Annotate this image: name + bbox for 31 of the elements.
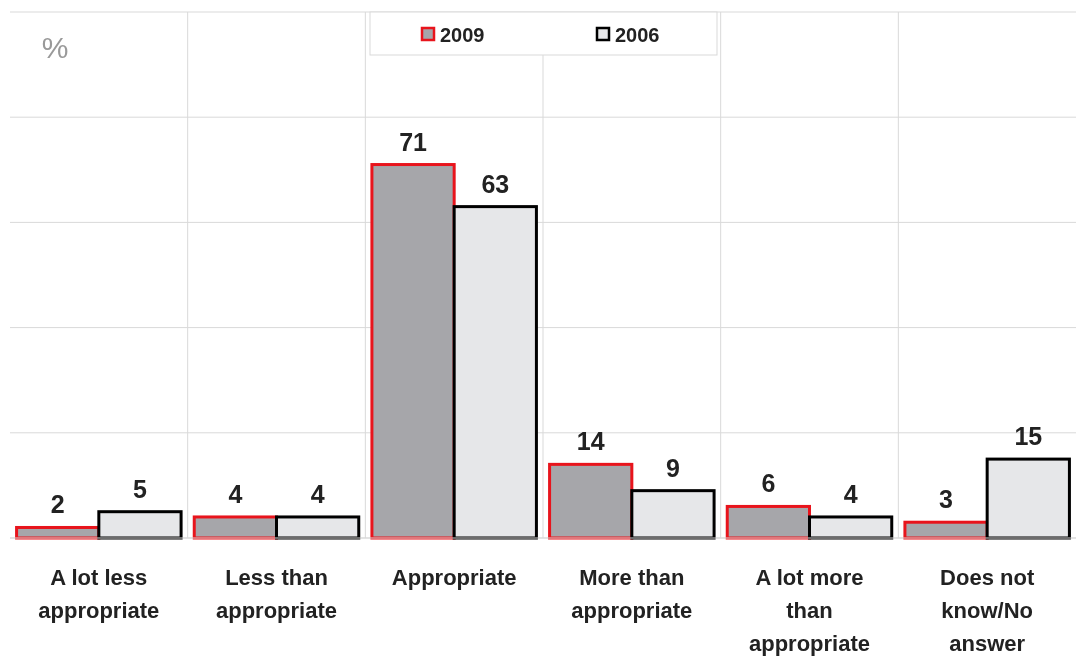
data-label: 4 [310, 479, 325, 508]
x-tick-label: Does not know/No answer [940, 565, 1035, 656]
bar [985, 457, 1071, 540]
bar [192, 515, 278, 540]
x-tick-label: More than appropriate [571, 565, 693, 623]
x-tick-label: Less than appropriate [215, 565, 338, 623]
bar [275, 515, 361, 540]
bar [808, 515, 894, 540]
x-tick-label: A lot more than appropriate [748, 565, 871, 656]
bar [97, 510, 183, 540]
data-label: 71 [399, 127, 428, 156]
data-label: 4 [228, 479, 243, 508]
legend-label: 2006 [615, 24, 660, 46]
bar [725, 504, 811, 540]
data-label: 2 [50, 490, 65, 519]
data-label: 9 [666, 453, 680, 482]
data-label: 3 [939, 485, 953, 514]
x-tick-label: Appropriate [391, 565, 517, 590]
data-label: 15 [1014, 422, 1043, 451]
x-tick-label: A lot less appropriate [38, 565, 160, 623]
legend-label: 2009 [440, 24, 485, 46]
bar [452, 205, 538, 540]
data-label: 5 [133, 474, 148, 503]
data-label: 6 [761, 469, 776, 498]
data-label: 63 [481, 169, 510, 198]
data-label: 4 [843, 479, 858, 508]
data-label: 14 [576, 427, 605, 456]
bar [370, 163, 456, 540]
y-axis-title: % [41, 31, 69, 64]
bar [630, 489, 716, 540]
bar [548, 462, 634, 540]
